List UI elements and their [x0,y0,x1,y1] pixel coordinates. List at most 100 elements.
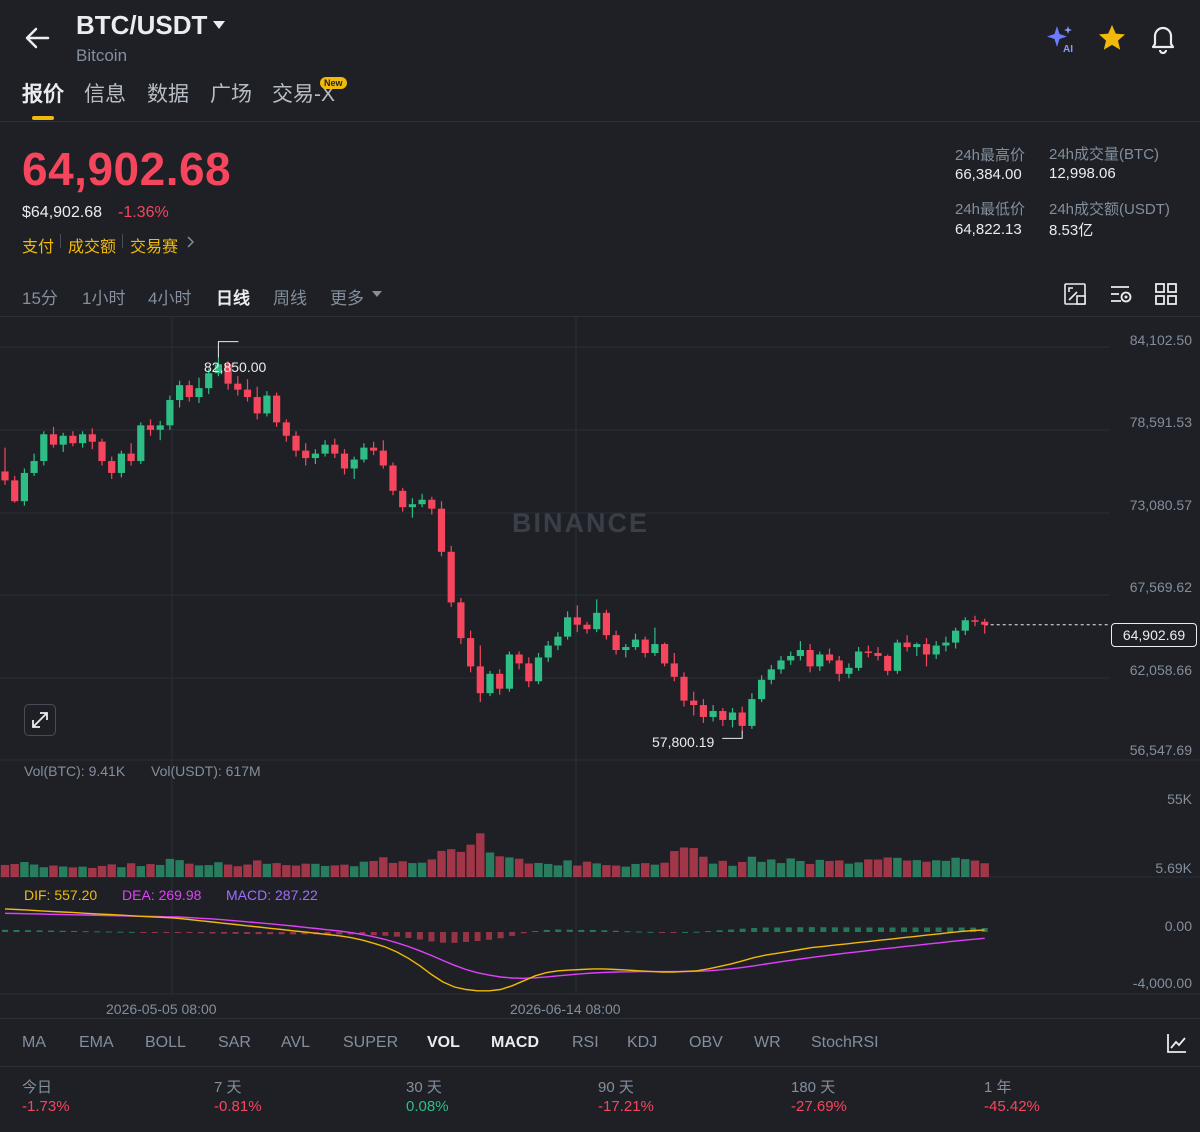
volume-bar [592,863,601,877]
timeframe-1h[interactable]: 1小时 [82,289,126,308]
new-badge: New [320,77,347,89]
candle-body [185,385,193,398]
candle-body [263,395,271,414]
indicator-boll[interactable]: BOLL [145,1034,186,1051]
volume-bar [39,867,48,877]
volume-bar [514,858,524,877]
volume-bar [825,860,834,877]
timeframe-1d[interactable]: 日线 [216,289,250,308]
volume-bar [49,865,58,877]
indicator-super[interactable]: SUPER [343,1034,399,1051]
star-icon[interactable] [1096,22,1128,54]
chart-style-icon[interactable] [1165,1031,1189,1055]
dea-legend: DEA: 269.98 [122,887,202,903]
chevron-down-icon[interactable] [212,20,226,30]
candle-body [622,647,630,651]
volume-bar [185,863,194,877]
candle-body [108,461,116,473]
macd-histogram-bar [474,932,481,941]
link-divider [122,234,123,248]
price-chart[interactable] [0,317,1200,1017]
indicator-vol[interactable]: VOL [427,1034,460,1051]
volume-bar [757,861,766,877]
indicator-wr[interactable]: WR [754,1034,781,1051]
candle-body [457,602,465,639]
pair-title[interactable]: BTC/USDT [76,10,208,40]
volume-bar [262,863,272,877]
bell-icon[interactable] [1147,22,1179,54]
back-arrow-icon[interactable] [22,22,54,54]
macd-histogram-bar [762,927,769,932]
candle-body [137,425,145,462]
indicator-rsi[interactable]: RSI [572,1034,599,1051]
drawing-tool-icon[interactable] [1063,282,1087,306]
pay-link[interactable]: 支付 [22,239,55,256]
competition-link[interactable]: 交易赛 [130,239,179,256]
tab-square[interactable]: 广场 [210,83,252,106]
performance-period-label: 今日 [22,1079,53,1096]
indicator-ema[interactable]: EMA [79,1034,114,1051]
grid-layout-icon[interactable] [1154,282,1178,306]
volume-bar [796,860,805,877]
caret-down-icon[interactable] [371,290,383,298]
macd-histogram-bar [336,932,343,935]
volume-bar [932,860,941,877]
macd-axis-label: -4,000.00 [1132,975,1192,991]
volume-bar [29,864,39,877]
timeframe-4h[interactable]: 4小时 [148,289,192,308]
performance-period-value: -45.42% [984,1098,1040,1115]
volume-bar [456,851,466,877]
volume-bar [10,863,19,877]
volume-bar [136,866,145,877]
volume-axis-label: 5.69K [1155,860,1192,876]
indicator-avl[interactable]: AVL [281,1034,311,1051]
volume-bar [844,863,854,877]
chevron-right-icon[interactable] [186,236,194,248]
volume-bar [466,844,475,877]
macd-histogram-bar [854,927,861,932]
candle-body [486,673,494,694]
volume-bar [204,865,213,877]
macd-histogram-bar [2,929,8,932]
tab-data[interactable]: 数据 [147,83,189,106]
fullscreen-button[interactable] [24,704,56,736]
timeframe-1w[interactable]: 周线 [273,289,307,308]
current-price-tag: 64,902.69 [1111,623,1197,647]
volume-bar [505,857,514,877]
timeframe-15m[interactable]: 15分 [22,289,58,308]
tab-quote[interactable]: 报价 [22,83,64,106]
indicator-ma[interactable]: MA [22,1034,46,1051]
indicator-settings-icon[interactable] [1109,282,1133,306]
candle-body [243,389,252,398]
volume-bar [340,864,349,877]
tab-info[interactable]: 信息 [84,83,126,106]
chart-top-divider [0,316,1200,317]
candle-body [758,679,766,700]
macd-histogram-bar [117,931,124,933]
volume-bar [243,864,252,877]
main-tabs: 报价 信息 数据 广场 交易-X [0,72,1200,122]
candle-body [166,400,174,426]
candle-body [738,712,746,726]
macd-histogram-bar [693,931,700,933]
indicator-kdj[interactable]: KDJ [627,1034,658,1051]
tab-trade-x[interactable]: 交易-X [272,83,335,106]
candle-body [437,508,446,552]
candle-body [777,660,785,670]
indicator-obv[interactable]: OBV [689,1034,723,1051]
indicator-stochrsi[interactable]: StochRSI [811,1034,879,1051]
candle-body [961,620,969,631]
timeframe-more[interactable]: 更多 [330,289,364,308]
volume-bar [88,867,97,877]
macd-histogram-bar [151,932,158,933]
candle-body [146,425,155,430]
candle-body [525,663,533,682]
indicator-sar[interactable]: SAR [218,1034,251,1051]
indicator-macd[interactable]: MACD [491,1034,539,1051]
volume-bar [233,866,242,877]
volume-bar [805,863,815,877]
turnover-link[interactable]: 成交额 [68,239,117,256]
macd-histogram-bar [947,927,954,932]
volume-bar [68,867,78,877]
ai-sparkle-icon[interactable]: AI [1044,22,1076,54]
